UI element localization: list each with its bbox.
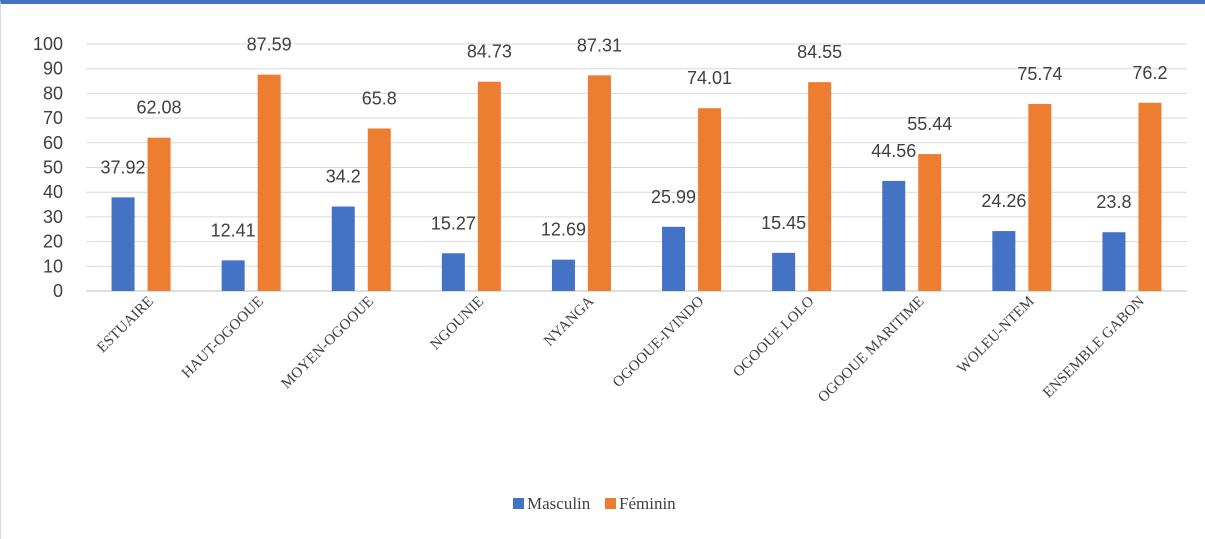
data-label: 84.55 bbox=[797, 42, 842, 62]
y-tick-label: 70 bbox=[43, 108, 63, 128]
y-tick-label: 30 bbox=[43, 207, 63, 227]
data-label: 15.27 bbox=[431, 213, 476, 233]
y-tick-label: 60 bbox=[43, 133, 63, 153]
bar-masculin bbox=[441, 253, 465, 291]
y-tick-label: 90 bbox=[43, 59, 63, 79]
bar-féminin bbox=[808, 82, 832, 291]
data-labels: 37.92 62.08 12.41 87.59 34.2 65.8 15.27 84.73 12… bbox=[101, 35, 1168, 241]
data-label: 12.41 bbox=[211, 220, 256, 240]
y-tick-label: 100 bbox=[33, 34, 63, 54]
data-label: 75.74 bbox=[1017, 64, 1062, 84]
data-label: 24.26 bbox=[981, 191, 1026, 211]
data-label: 65.8 bbox=[362, 88, 397, 108]
bar-féminin bbox=[367, 128, 391, 291]
y-axis-ticks: 0 10 20 30 40 50 60 70 80 90 100 bbox=[33, 34, 63, 301]
x-tick-label: OGOOUE LOLO bbox=[730, 293, 817, 380]
bar-masculin bbox=[1102, 232, 1126, 291]
bar-féminin bbox=[1138, 102, 1162, 291]
bar-masculin bbox=[331, 206, 355, 291]
bar-féminin bbox=[1028, 103, 1052, 291]
bar-féminin bbox=[257, 74, 281, 291]
bar-féminin bbox=[477, 81, 501, 291]
bar-masculin bbox=[551, 259, 575, 291]
bars bbox=[111, 74, 1162, 291]
legend-label: Féminin bbox=[619, 494, 676, 513]
bar-masculin bbox=[772, 252, 796, 291]
x-axis-ticks: ESTUAIRE HAUT-OGOOUE MOYEN-OGOOUE NGOUNIE NY… bbox=[94, 293, 1148, 405]
x-tick-label: OGOOUE-IVINDO bbox=[610, 293, 707, 390]
bar-féminin bbox=[918, 154, 942, 291]
x-tick-label: MOYEN-OGOOUE bbox=[279, 294, 378, 393]
data-label: 74.01 bbox=[687, 68, 732, 88]
data-label: 34.2 bbox=[326, 167, 361, 187]
x-tick-label: OGOOUE MARITIME bbox=[815, 294, 927, 406]
data-label: 62.08 bbox=[137, 98, 182, 118]
x-tick-label: ESTUAIRE bbox=[94, 294, 157, 357]
x-tick-label: NYANGA bbox=[541, 293, 597, 349]
x-tick-label: NGOUNIE bbox=[428, 294, 488, 354]
data-label: 84.73 bbox=[467, 42, 512, 62]
x-tick-label: WOLEU-NTEM bbox=[954, 294, 1037, 377]
legend: Masculin Féminin bbox=[513, 494, 676, 513]
legend-label: Masculin bbox=[527, 494, 591, 513]
data-label: 15.45 bbox=[761, 213, 806, 233]
bar-masculin bbox=[882, 180, 906, 291]
bar-féminin bbox=[147, 137, 171, 291]
data-label: 87.59 bbox=[247, 35, 292, 55]
y-tick-label: 40 bbox=[43, 182, 63, 202]
y-tick-label: 80 bbox=[43, 83, 63, 103]
data-label: 25.99 bbox=[651, 187, 696, 207]
bar-féminin bbox=[698, 108, 722, 291]
bar-masculin bbox=[111, 197, 135, 291]
y-tick-label: 20 bbox=[43, 232, 63, 252]
data-label: 76.2 bbox=[1132, 63, 1167, 83]
bar-masculin bbox=[992, 231, 1016, 291]
data-label: 37.92 bbox=[101, 157, 146, 177]
bar-masculin bbox=[221, 260, 245, 291]
bar-féminin bbox=[587, 75, 611, 291]
legend-swatch-féminin bbox=[605, 498, 616, 509]
y-tick-label: 50 bbox=[43, 158, 63, 178]
data-label: 12.69 bbox=[541, 220, 586, 240]
gridlines bbox=[86, 43, 1187, 292]
y-tick-label: 0 bbox=[53, 281, 63, 301]
data-label: 23.8 bbox=[1096, 192, 1131, 212]
x-tick-label: HAUT-OGOOUE bbox=[179, 294, 267, 382]
x-tick-label: ENSEMBLE GABON bbox=[1040, 293, 1148, 401]
legend-swatch-masculin bbox=[513, 498, 524, 509]
data-label: 44.56 bbox=[871, 141, 916, 161]
y-tick-label: 10 bbox=[43, 256, 63, 276]
data-label: 55.44 bbox=[907, 114, 952, 134]
bar-masculin bbox=[662, 226, 686, 291]
data-label: 87.31 bbox=[577, 35, 622, 55]
